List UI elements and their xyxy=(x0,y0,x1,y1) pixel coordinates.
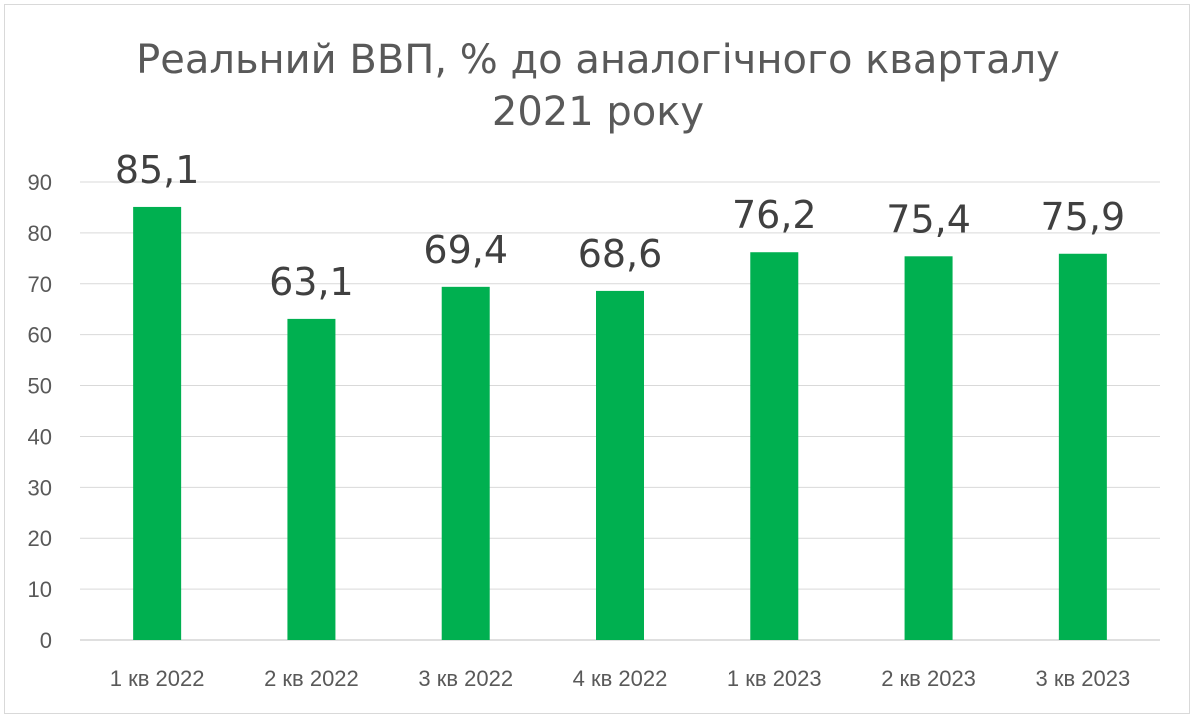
bar xyxy=(441,286,490,640)
y-tick-label: 70 xyxy=(28,272,52,297)
bar xyxy=(596,290,644,640)
x-tick-label: 2 кв 2022 xyxy=(264,666,359,691)
chart-title-line-1: Реальний ВВП, % до аналогічного кварталу xyxy=(136,37,1060,83)
data-label: 85,1 xyxy=(115,148,200,192)
data-label: 69,4 xyxy=(423,228,508,272)
x-tick-label: 4 кв 2022 xyxy=(573,666,668,691)
y-tick-label: 60 xyxy=(28,323,52,348)
chart-title: Реальний ВВП, % до аналогічного кварталу… xyxy=(0,34,1196,138)
y-tick-label: 10 xyxy=(28,577,52,602)
data-label: 75,4 xyxy=(886,197,971,241)
x-tick-label: 2 кв 2023 xyxy=(881,666,976,691)
bar xyxy=(904,256,953,640)
y-tick-label: 50 xyxy=(28,374,52,399)
x-tick-label: 1 кв 2022 xyxy=(110,666,205,691)
x-axis: 1 кв 2022 2 кв 2022 3 кв 2022 4 кв 2022 1 кв… xyxy=(110,666,1130,691)
x-tick-label: 3 кв 2023 xyxy=(1035,666,1130,691)
bar xyxy=(750,252,799,640)
bar xyxy=(287,318,336,640)
y-tick-label: 80 xyxy=(28,221,52,246)
y-tick-label: 90 xyxy=(28,170,52,195)
x-tick-label: 1 кв 2023 xyxy=(727,666,822,691)
data-labels: 85,1 63,1 69,4 68,6 76,2 75,4 75,9 xyxy=(115,148,1125,304)
y-tick-label: 30 xyxy=(28,475,52,500)
y-tick-label: 20 xyxy=(28,526,52,551)
data-label: 76,2 xyxy=(732,193,817,237)
chart-title-line-2: 2021 року xyxy=(491,89,705,135)
data-label: 63,1 xyxy=(269,260,354,304)
y-tick-label: 0 xyxy=(40,628,52,653)
bar xyxy=(1058,253,1107,640)
bar xyxy=(133,206,182,641)
y-tick-label: 40 xyxy=(28,424,52,449)
data-label: 68,6 xyxy=(578,232,663,276)
bars xyxy=(133,206,1107,641)
x-tick-label: 3 кв 2022 xyxy=(418,666,513,691)
y-axis: 0 10 20 30 40 50 60 70 80 90 xyxy=(28,170,52,653)
data-label: 75,9 xyxy=(1041,195,1126,239)
